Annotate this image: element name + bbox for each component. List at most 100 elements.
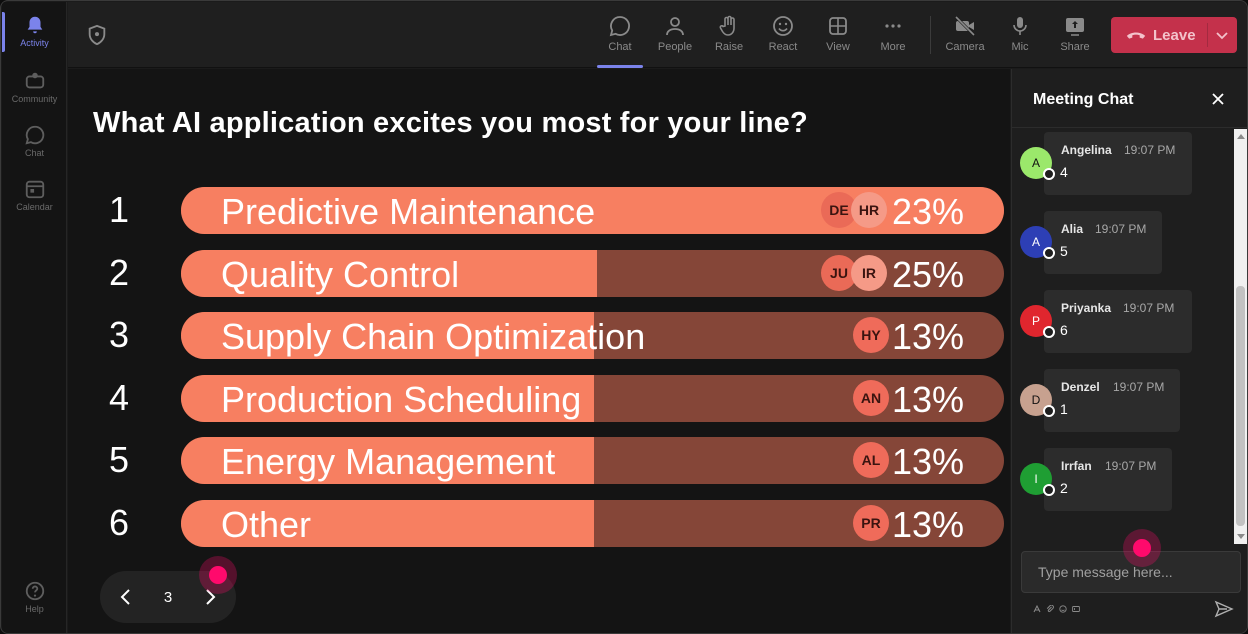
message-bubble: Irrfan 19:07 PM 2 xyxy=(1044,448,1172,511)
scroll-thumb[interactable] xyxy=(1236,286,1245,526)
format-icon[interactable] xyxy=(1033,605,1041,613)
voter-avatar: IR xyxy=(851,255,887,291)
chevron-down-icon[interactable] xyxy=(1214,27,1230,43)
scroll-down-arrow-icon[interactable] xyxy=(1237,534,1245,539)
emoji-icon[interactable] xyxy=(1059,605,1067,613)
pagination: 3 xyxy=(100,571,236,623)
result-bar: Other PR 13% xyxy=(181,500,1004,547)
result-bar-fill xyxy=(181,500,594,547)
option-percent: 13% xyxy=(891,441,964,482)
chat-message[interactable]: Irrfan 19:07 PM 2 I xyxy=(1020,448,1230,512)
more-button[interactable]: More xyxy=(866,10,920,62)
sender-name: Irrfan xyxy=(1061,459,1092,473)
share-button[interactable]: Share xyxy=(1048,10,1102,62)
rail-label: Calendar xyxy=(16,202,53,212)
poll-option-row: 2 Quality Control JU IR 25% xyxy=(68,250,1010,298)
option-number: 6 xyxy=(108,502,130,543)
grid-icon xyxy=(829,17,847,35)
rail-label: Chat xyxy=(24,148,44,158)
bell-icon xyxy=(27,16,42,34)
poll-option-row: 3 Supply Chain Optimization HY 13% xyxy=(68,312,1010,360)
phone-hangup-icon xyxy=(1126,32,1146,39)
leave-button[interactable]: Leave xyxy=(1111,17,1237,53)
leave-divider xyxy=(1207,23,1208,47)
option-number: 2 xyxy=(108,252,130,293)
chevron-left-icon[interactable] xyxy=(114,585,138,609)
scroll-up-arrow-icon[interactable] xyxy=(1237,134,1245,139)
result-bar: Supply Chain Optimization HY 13% xyxy=(181,312,1004,359)
chat-title: Meeting Chat xyxy=(1033,91,1134,108)
toolbar-divider xyxy=(930,16,931,54)
message-bubble: Priyanka 19:07 PM 6 xyxy=(1044,290,1192,353)
raise-hand-button[interactable]: Raise xyxy=(702,10,756,62)
option-number: 1 xyxy=(108,189,130,230)
chat-message[interactable]: Denzel 19:07 PM 1 D xyxy=(1020,369,1230,433)
camera-off-icon xyxy=(954,15,976,37)
result-bar-fill xyxy=(181,437,594,484)
chat-message[interactable]: Priyanka 19:07 PM 6 P xyxy=(1020,290,1230,354)
sender-name: Angelina xyxy=(1061,143,1112,157)
mic-button[interactable]: Mic xyxy=(993,10,1047,62)
rail-label: Help xyxy=(25,604,44,614)
message-list[interactable]: Angelina 19:07 PM 4 A Alia 19:07 PM 5 A Priyanka… xyxy=(1012,129,1234,544)
calendar-icon xyxy=(25,180,44,199)
chat-label: Chat xyxy=(608,41,632,53)
app-rail: Activity Community Chat Calendar Help xyxy=(2,2,67,633)
rail-item-calendar[interactable]: Calendar xyxy=(2,170,67,222)
option-percent: 23% xyxy=(891,191,964,232)
message-text: 4 xyxy=(1060,164,1068,180)
message-input[interactable] xyxy=(1022,552,1240,592)
result-bar: Quality Control JU IR 25% xyxy=(181,250,1004,297)
chat-icon xyxy=(609,16,630,37)
rail-label: Activity xyxy=(20,38,49,48)
shield-icon[interactable] xyxy=(86,24,108,46)
emoji-icon xyxy=(773,16,793,36)
page-number: 3 xyxy=(163,589,173,606)
chat-message[interactable]: Angelina 19:07 PM 4 A xyxy=(1020,132,1230,196)
message-time: 19:07 PM xyxy=(1124,143,1176,157)
presence-status-icon xyxy=(1043,405,1055,417)
voter-avatar: HR xyxy=(851,192,887,228)
option-number: 4 xyxy=(108,377,130,418)
rail-label: Community xyxy=(11,94,58,104)
chat-message[interactable]: Alia 19:07 PM 5 A xyxy=(1020,211,1230,275)
mic-icon xyxy=(1013,17,1027,35)
option-label: Production Scheduling xyxy=(221,379,582,420)
avatar: D xyxy=(1020,384,1052,416)
hand-icon xyxy=(719,15,735,36)
voter-avatar: AN xyxy=(853,380,889,416)
cursor-indicator xyxy=(1133,539,1151,557)
react-button[interactable]: React xyxy=(756,10,810,62)
option-label: Other xyxy=(221,504,312,545)
people-button[interactable]: People xyxy=(648,10,702,62)
option-number: 3 xyxy=(108,314,130,355)
chevron-right-icon[interactable] xyxy=(198,585,222,609)
attach-icon[interactable] xyxy=(1046,605,1054,613)
option-label: Supply Chain Optimization xyxy=(221,316,646,357)
rail-item-community[interactable]: Community xyxy=(2,62,67,114)
chat-scrollbar[interactable] xyxy=(1234,129,1247,544)
message-time: 19:07 PM xyxy=(1113,380,1165,394)
message-bubble: Angelina 19:07 PM 4 xyxy=(1044,132,1192,195)
view-button[interactable]: View xyxy=(811,10,865,62)
camera-button[interactable]: Camera xyxy=(938,10,992,62)
presence-status-icon xyxy=(1043,326,1055,338)
option-label: Quality Control xyxy=(221,254,460,295)
send-icon[interactable] xyxy=(1214,599,1234,619)
chat-button[interactable]: Chat xyxy=(593,10,647,68)
rail-item-chat[interactable]: Chat xyxy=(2,116,67,168)
more-icon xyxy=(885,24,901,28)
gif-icon[interactable] xyxy=(1072,605,1080,613)
cursor-indicator xyxy=(209,566,227,584)
chat-icon xyxy=(24,125,44,145)
message-composer[interactable] xyxy=(1021,551,1241,593)
result-bar: Energy Management AL 13% xyxy=(181,437,1004,484)
voter-avatar: PR xyxy=(853,505,889,541)
rail-item-help[interactable]: Help xyxy=(2,572,67,624)
message-time: 19:07 PM xyxy=(1123,301,1175,315)
result-bar-fill xyxy=(181,312,594,359)
close-icon[interactable] xyxy=(1210,91,1226,107)
rail-item-activity[interactable]: Activity xyxy=(2,6,67,58)
message-time: 19:07 PM xyxy=(1095,222,1147,236)
